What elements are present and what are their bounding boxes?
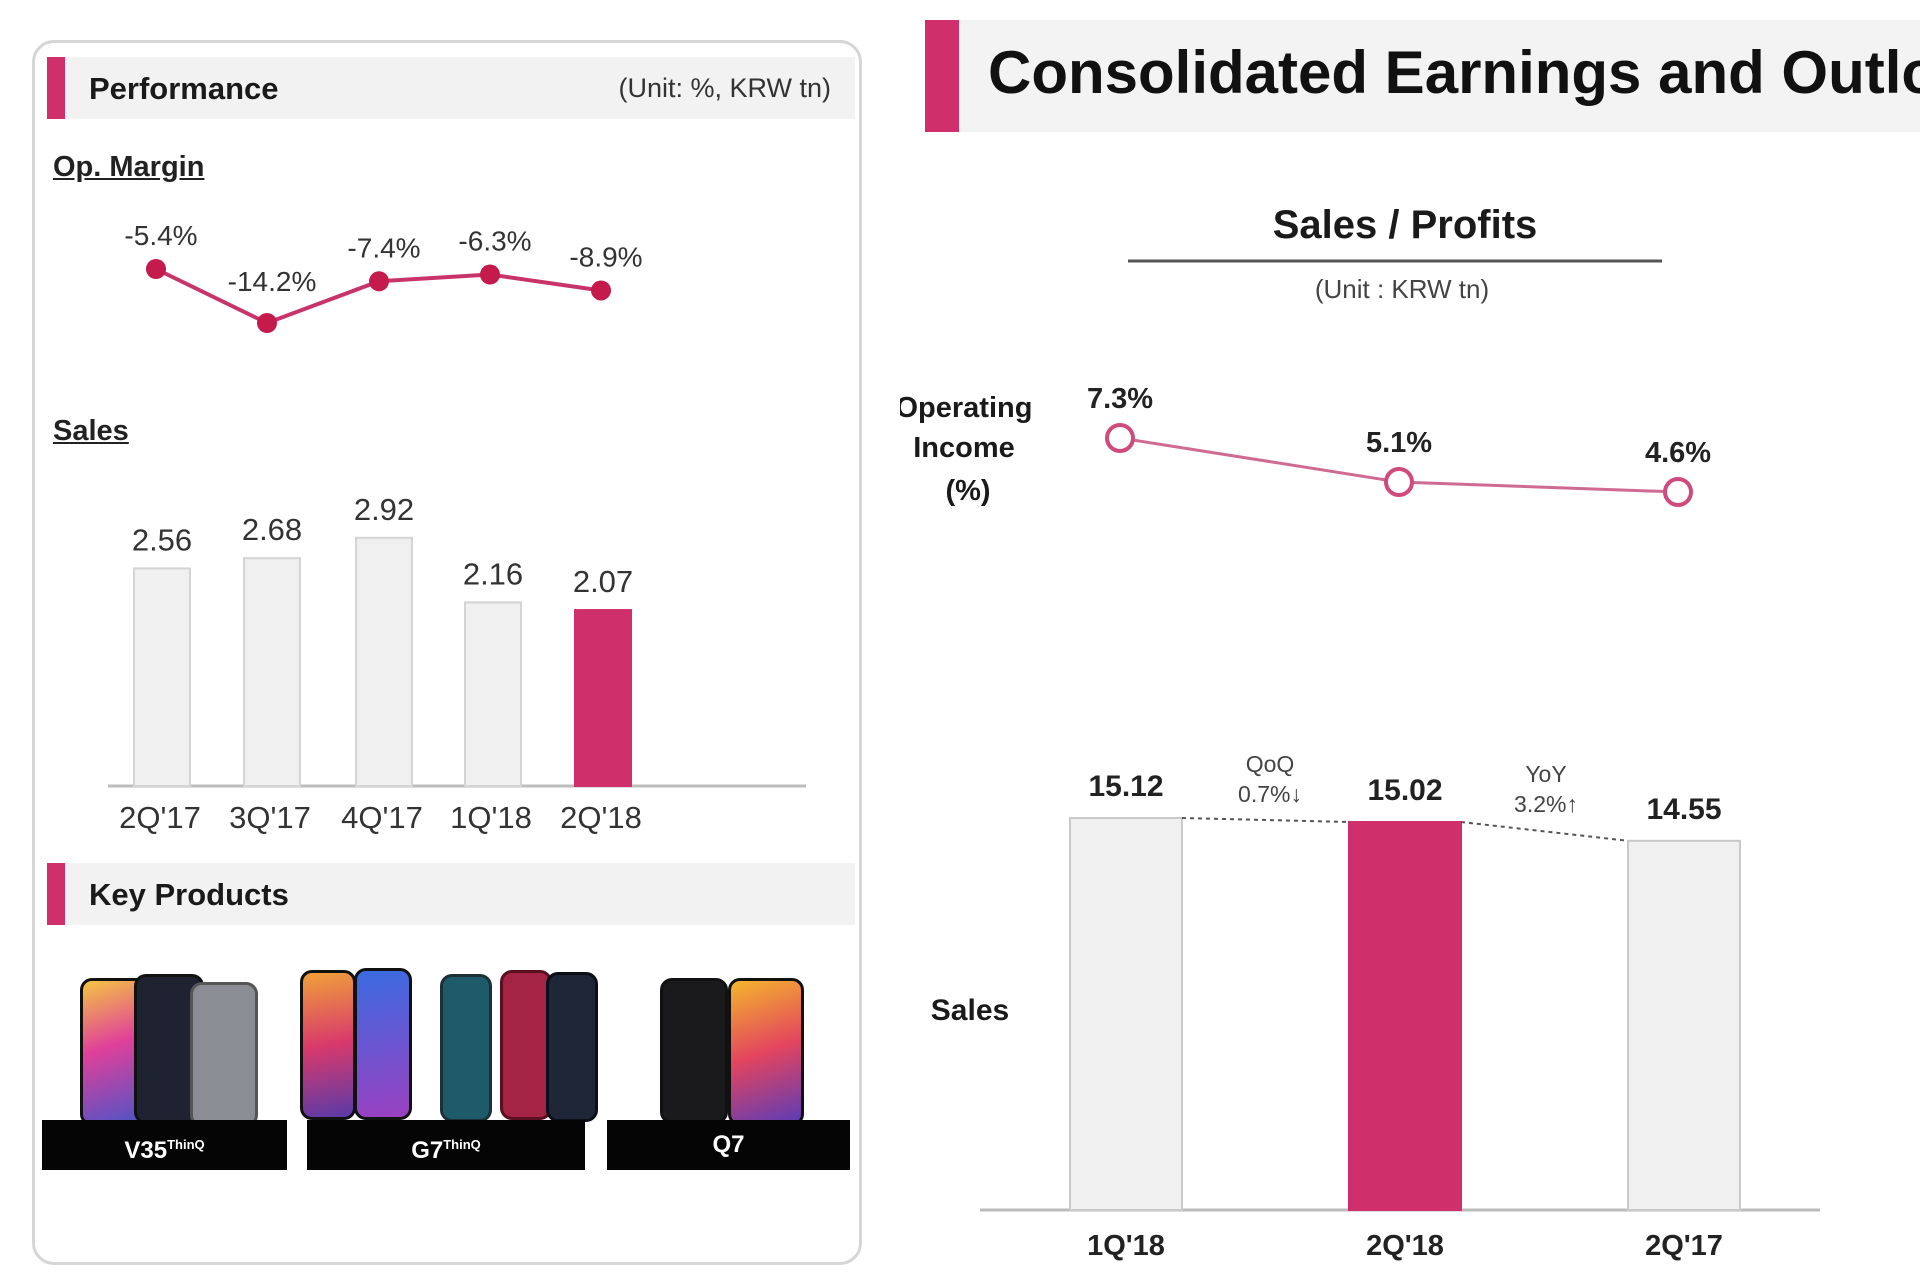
sales-axis-label: Sales xyxy=(931,994,1009,1027)
performance-title: Performance xyxy=(89,71,279,106)
product-image-g7 xyxy=(298,960,493,1140)
sales-value-label: 2.07 xyxy=(573,564,633,599)
sales-bar xyxy=(464,601,522,787)
product-image-g7-colors xyxy=(440,960,635,1140)
sales-profits-chart: Sales / Profits (Unit : KRW tn) Operatin… xyxy=(900,203,1820,1262)
section-accent xyxy=(47,57,65,119)
qoq-label: QoQ xyxy=(1246,751,1295,777)
product-image-v35 xyxy=(72,960,267,1140)
product-label-v35: V35ThinQ xyxy=(42,1120,287,1170)
chart-title: Sales / Profits xyxy=(1273,203,1538,247)
right-sales-value-label: 14.55 xyxy=(1646,793,1721,826)
op-income-value-label: 5.1% xyxy=(1366,427,1432,459)
yoy-connector xyxy=(1460,821,1629,842)
sales-value-label: 2.56 xyxy=(132,522,192,557)
op-margin-value-label: -5.4% xyxy=(124,220,197,251)
op-margin-value-label: -8.9% xyxy=(569,241,642,272)
op-margin-chart: -5.4% -14.2% -7.4% -6.3% -8.9% xyxy=(124,220,643,333)
qoq-connector xyxy=(1181,817,1350,823)
sales-category-label: 3Q'17 xyxy=(229,800,311,835)
yoy-label: YoY xyxy=(1525,761,1566,787)
performance-header: Performance (Unit: %, KRW tn) xyxy=(47,57,855,119)
title-accent xyxy=(925,20,959,132)
op-margin-label: Op. Margin xyxy=(53,151,205,183)
section-accent xyxy=(47,863,65,925)
op-margin-value-label: -7.4% xyxy=(347,232,420,263)
sales-bar xyxy=(133,567,191,788)
sales-value-label: 2.16 xyxy=(463,556,523,591)
right-sales-bar xyxy=(1348,821,1462,1211)
sales-category-label: 1Q'18 xyxy=(450,800,532,835)
unit-label: (Unit: %, KRW tn) xyxy=(618,73,831,103)
op-margin-point xyxy=(146,259,166,279)
key-products-title: Key Products xyxy=(89,877,289,912)
key-products-header: Key Products xyxy=(47,863,855,925)
sales-label: Sales xyxy=(53,415,129,447)
op-income-point xyxy=(1384,467,1414,497)
op-margin-point xyxy=(257,313,277,333)
sales-category-label: 2Q'17 xyxy=(119,800,201,835)
right-sales-category-label: 2Q'18 xyxy=(1366,1230,1444,1262)
qoq-value: 0.7%↓ xyxy=(1238,781,1302,807)
right-sales-value-label: 15.12 xyxy=(1088,770,1163,803)
chart-unit: (Unit : KRW tn) xyxy=(1315,274,1489,304)
sales-bar xyxy=(243,557,301,787)
op-income-point xyxy=(1105,423,1135,453)
op-income-point xyxy=(1663,477,1693,507)
sales-value-label: 2.92 xyxy=(354,492,414,527)
op-income-value-label: 4.6% xyxy=(1645,437,1711,469)
sales-value-label: 2.68 xyxy=(242,512,302,547)
op-margin-point xyxy=(480,264,500,285)
sales-category-label: 4Q'17 xyxy=(341,800,423,835)
page-title: Consolidated Earnings and Outlook xyxy=(988,39,1920,106)
right-sales-category-label: 2Q'17 xyxy=(1645,1230,1723,1262)
right-sales-value-label: 15.02 xyxy=(1367,774,1442,807)
yoy-value: 3.2%↑ xyxy=(1514,791,1578,817)
product-image-q7 xyxy=(650,960,845,1140)
op-income-label: Operating Income (%) xyxy=(900,392,1041,507)
product-label-g7: G7ThinQ xyxy=(307,1120,585,1170)
op-margin-point xyxy=(591,280,611,301)
right-sales-category-label: 1Q'18 xyxy=(1087,1230,1165,1262)
sales-bar xyxy=(355,536,413,787)
sales-bar-chart: 2.56 2Q'17 2.68 3Q'17 2.92 4Q'17 2.16 1Q'18 2.07… xyxy=(108,492,806,835)
right-sales-bar xyxy=(1069,817,1183,1211)
right-sales-bar xyxy=(1627,839,1741,1211)
op-income-value-label: 7.3% xyxy=(1087,383,1153,415)
title-bar xyxy=(959,20,1920,132)
sales-category-label: 2Q'18 xyxy=(560,800,642,835)
op-margin-point xyxy=(369,271,389,292)
op-margin-value-label: -6.3% xyxy=(458,226,531,257)
op-margin-value-label: -14.2% xyxy=(228,266,317,297)
product-label-q7: Q7 xyxy=(607,1120,850,1170)
sales-bar xyxy=(574,609,632,787)
